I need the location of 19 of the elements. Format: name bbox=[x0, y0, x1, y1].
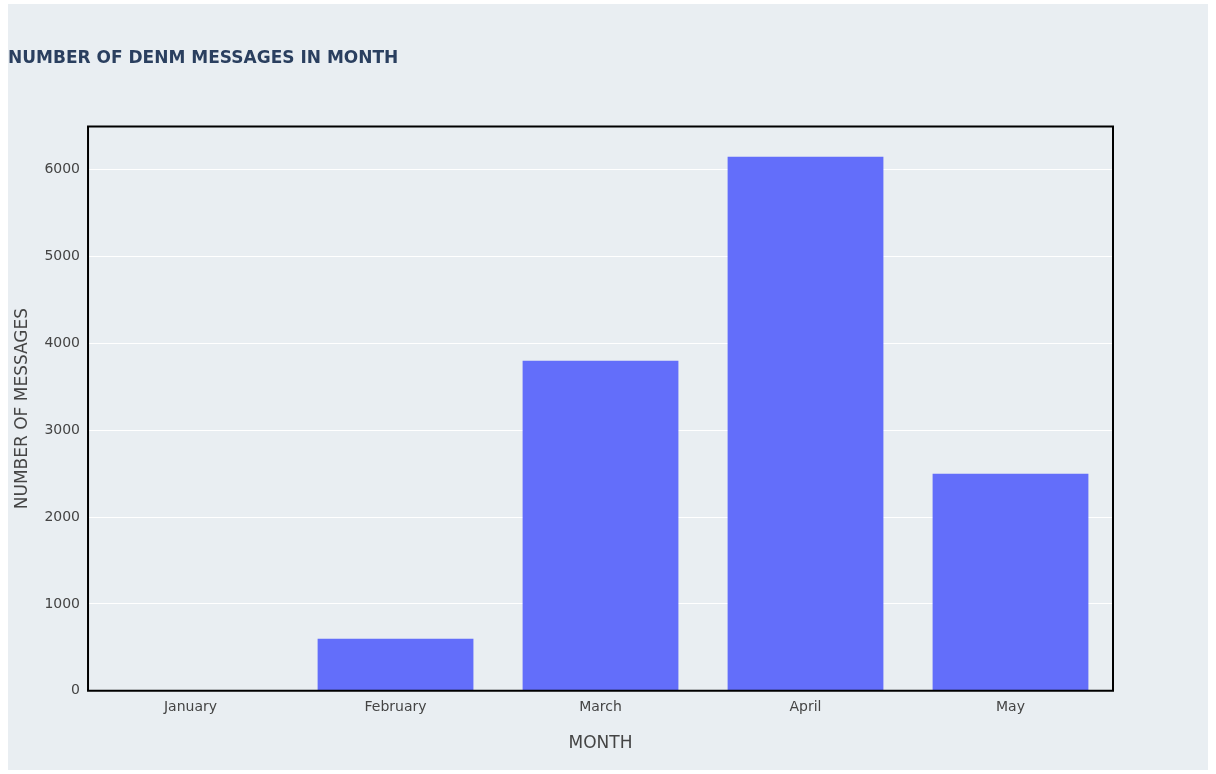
x-axis-title: MONTH bbox=[568, 732, 633, 753]
x-tick-label: May bbox=[996, 697, 1025, 714]
y-axis-title: NUMBER OF MESSAGES bbox=[10, 307, 31, 510]
y-tick-label: 5000 bbox=[44, 247, 81, 264]
bar bbox=[317, 638, 474, 691]
bar bbox=[522, 360, 679, 691]
bar bbox=[932, 473, 1089, 691]
x-tick-label: March bbox=[579, 697, 622, 714]
y-tick-label: 4000 bbox=[44, 334, 81, 351]
y-tick-label: 3000 bbox=[44, 420, 81, 437]
bar bbox=[727, 156, 884, 691]
x-tick-label: January bbox=[162, 697, 218, 714]
chart-title: NUMBER OF DENM MESSAGES IN MONTH bbox=[8, 46, 399, 67]
y-tick-label: 0 bbox=[71, 681, 81, 698]
y-tick-label: 2000 bbox=[44, 507, 81, 524]
y-tick-label: 1000 bbox=[44, 594, 81, 611]
y-tick-label: 6000 bbox=[44, 160, 81, 177]
x-tick-label: April bbox=[789, 697, 822, 714]
x-tick-label: February bbox=[364, 697, 427, 714]
